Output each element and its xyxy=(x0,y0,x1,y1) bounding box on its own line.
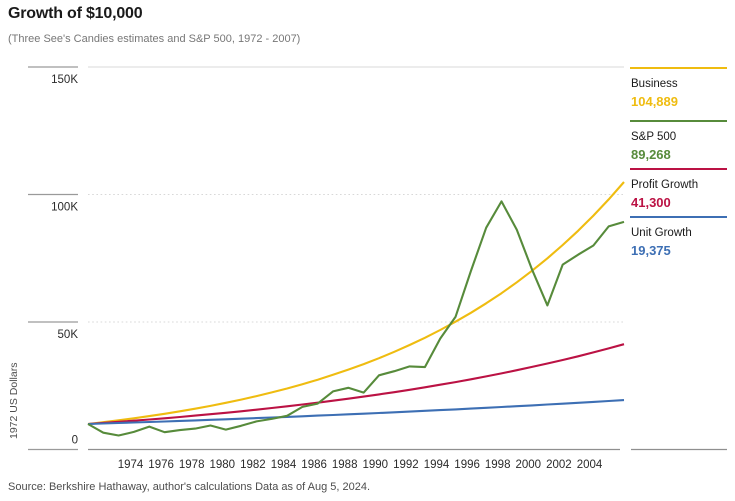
legend-value: 104,889 xyxy=(631,94,678,109)
y-tick-label: 150K xyxy=(51,74,78,86)
legend-swatch-business-line xyxy=(630,67,727,69)
x-tick-label: 1998 xyxy=(485,459,511,471)
series-line-unit-growth xyxy=(87,399,625,426)
x-tick-label: 1982 xyxy=(240,459,266,471)
y-tick-label: 0 xyxy=(72,435,78,447)
series-line-s-p-500 xyxy=(87,200,625,437)
x-tick-label: 1976 xyxy=(148,459,174,471)
x-tick-label: 1988 xyxy=(332,459,358,471)
x-tick-label: 2004 xyxy=(577,459,603,471)
legend-label: Business xyxy=(631,78,678,90)
x-tick-label: 2000 xyxy=(516,459,542,471)
x-tick-label: 1986 xyxy=(301,459,327,471)
x-tick-label: 1978 xyxy=(179,459,205,471)
x-tick-label: 1984 xyxy=(271,459,297,471)
x-tick-label: 1992 xyxy=(393,459,419,471)
y-tick-label: 50K xyxy=(58,329,79,341)
x-tick-label: 1974 xyxy=(118,459,144,471)
source-note: Source: Berkshire Hathaway, author's cal… xyxy=(8,481,371,493)
legend-value: 41,300 xyxy=(631,195,671,210)
legend-swatch-sp500-line xyxy=(630,120,727,122)
legend-label: Unit Growth xyxy=(631,227,692,239)
y-tick-label: 100K xyxy=(51,202,78,214)
series-line-profit-growth xyxy=(87,343,625,426)
legend-value: 89,268 xyxy=(631,147,671,162)
x-tick-label: 1994 xyxy=(424,459,450,471)
series-line-business xyxy=(87,181,625,426)
y-axis-title: 1972 US Dollars xyxy=(8,363,20,439)
legend-swatch-unit-growth-line xyxy=(630,216,727,218)
chart-subtitle: (Three See's Candies estimates and S&P 5… xyxy=(8,33,301,45)
legend-value: 19,375 xyxy=(631,243,671,258)
x-tick-label: 1990 xyxy=(363,459,389,471)
x-tick-label: 1980 xyxy=(210,459,236,471)
legend-swatch-profit-growth-line xyxy=(630,168,727,170)
x-tick-label: 2002 xyxy=(546,459,572,471)
chart-title: Growth of $10,000 xyxy=(8,5,143,22)
legend: Business 104,889 S&P 500 89,268 Profit G… xyxy=(630,0,730,460)
x-tick-label: 1996 xyxy=(454,459,480,471)
legend-label: Profit Growth xyxy=(631,179,699,191)
legend-label: S&P 500 xyxy=(631,131,677,143)
